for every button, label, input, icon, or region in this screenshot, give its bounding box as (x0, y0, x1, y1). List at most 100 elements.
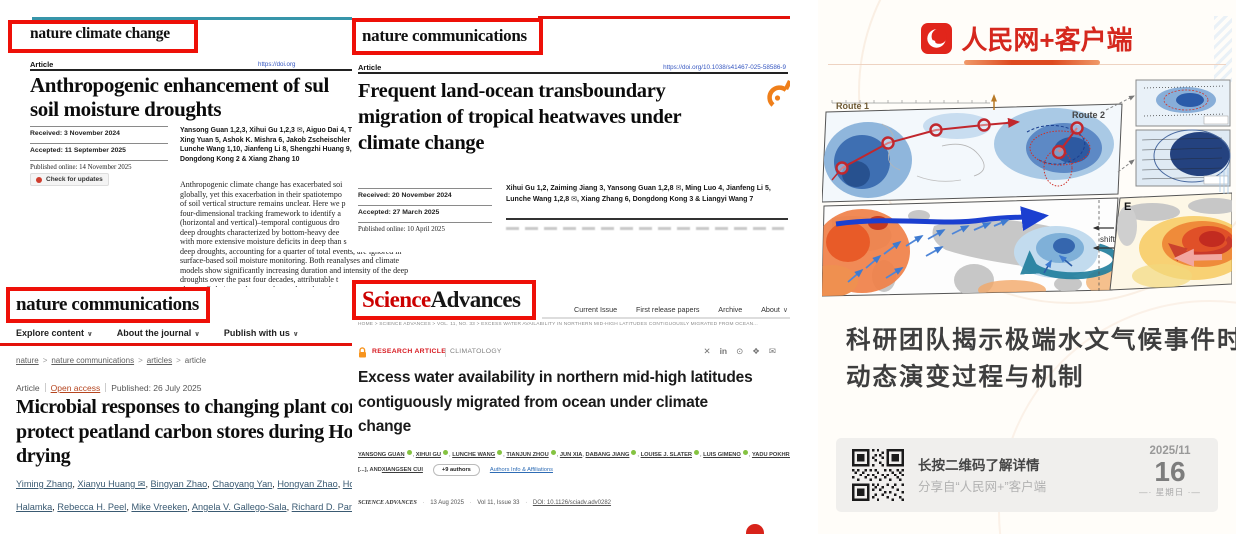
divider (44, 383, 46, 392)
nav-explore-content[interactable]: Explore content ∨ (16, 328, 93, 338)
rule (506, 218, 788, 220)
nav-archive[interactable]: Archive (718, 305, 743, 314)
orcid-icon (631, 450, 637, 455)
orcid-icon (742, 450, 748, 455)
route2-markers (1051, 121, 1084, 160)
doi-link[interactable]: https://doi.org/10.1038/s41467-025-58586… (663, 64, 786, 71)
open-access-link[interactable]: Open access (50, 383, 101, 393)
author-link[interactable]: Halamka (16, 502, 53, 512)
reddit-icon[interactable]: ⊙ (736, 346, 744, 356)
journal-logo-ncc: nature climate change (30, 25, 170, 42)
orcid-icon (550, 450, 556, 455)
e-panel-label: E (1124, 201, 1131, 213)
breadcrumb-ncomms[interactable]: nature communications (51, 356, 135, 365)
route1-label: Route 1 (836, 101, 869, 111)
check-updates-label: Check for updates (46, 176, 103, 183)
panel-nature-communications-page: nature communications Explore content ∨ A… (0, 287, 352, 534)
author-link[interactable]: Bingyan Zhao (150, 479, 208, 489)
author-link[interactable]: JUN XIA (559, 452, 583, 458)
nav-first-release[interactable]: First release papers (635, 305, 700, 314)
breadcrumb-articles[interactable]: articles (146, 356, 173, 365)
more-authors-button[interactable]: +9 authors (432, 464, 480, 476)
chevron-down-icon: ∨ (194, 331, 200, 338)
author-link[interactable]: Angela V. Gallego-Sala (191, 502, 287, 512)
qr-code (852, 449, 904, 501)
breadcrumb[interactable]: HOME > SCIENCE ADVANCES > VOL. 11, NO. 3… (358, 322, 758, 327)
author-link[interactable]: Richard D. Pancost (291, 502, 352, 512)
article-title-line: Frequent land-ocean transboundary (358, 80, 666, 102)
author-link[interactable]: Mike Vreeken (131, 502, 188, 512)
route2-label: Route 2 (1072, 110, 1105, 120)
author-line: Xing Yuan 5, Ashok K. Mishra 6, Jakob Zs… (180, 136, 351, 144)
divider (105, 383, 107, 392)
article-label: Article (358, 63, 382, 72)
author-link[interactable]: Chaoyang Yan (212, 479, 273, 489)
author-link[interactable]: Hongbi (342, 479, 352, 489)
sciadv-logo-science: Science (362, 287, 431, 312)
author-link[interactable]: Xianyu Huang ✉ (77, 479, 146, 489)
abstract-line: of soil vertical structure remains uncle… (180, 199, 346, 209)
date-year-month: 2025/11 (1149, 445, 1191, 457)
axis-ticks (831, 100, 990, 104)
app-name: 人民网+客户端 (961, 25, 1133, 55)
author-link[interactable]: Yiming Zhang (16, 479, 73, 489)
email-icon[interactable]: ✉ (768, 346, 776, 356)
accepted-date: Accepted: 27 March 2025 (358, 205, 492, 222)
abstract-line: surface-based soil moisture monitoring. … (180, 256, 400, 266)
check-for-updates-button[interactable]: Check for updates (30, 173, 109, 186)
blurred-text-line (506, 227, 784, 230)
chevron-down-icon: ∨ (87, 331, 93, 338)
accepted-date: Accepted: 11 September 2025 (30, 143, 168, 160)
meta-article: Article (16, 383, 40, 393)
linkedin-icon[interactable]: in (719, 346, 728, 356)
article-label: Article (30, 60, 54, 69)
rule (30, 69, 352, 71)
chevron-down-icon: ∨ (292, 331, 299, 338)
journal-accent-line (538, 16, 790, 19)
author-link[interactable]: LUNCHE WANG (452, 452, 496, 458)
breadcrumb-nature[interactable]: nature (16, 356, 39, 365)
orcid-icon (497, 450, 503, 455)
author-link[interactable]: YADU POKHREL (751, 452, 790, 458)
author-link[interactable]: XIANGSEN CUI (381, 467, 423, 473)
panel-peoples-daily-card: 人民网+客户端 (818, 0, 1236, 534)
nav-publish-with-us[interactable]: Publish with us ∨ (223, 328, 299, 338)
nav-about[interactable]: About ∨ (761, 305, 788, 314)
article-title-line: change (358, 418, 412, 435)
climate-figure-image: Route 1 Route 2 (822, 79, 1232, 297)
twitter-x-icon[interactable]: ✕ (703, 346, 711, 356)
author-link[interactable]: XIHUI GU (415, 452, 442, 458)
authors-info-link[interactable]: Authors Info & Affiliations (489, 467, 553, 473)
author-link[interactable]: LUIS GIMENO (703, 452, 741, 458)
citation-volume: Vol 11, Issue 33 (477, 500, 520, 506)
author-link[interactable]: Hongyan Zhao (277, 479, 338, 489)
author-link[interactable]: Rebecca H. Peel (57, 502, 127, 512)
nav-rule (0, 343, 352, 346)
shift-label: shift (1100, 235, 1115, 244)
breadcrumb: nature > nature communications > articles > ar… (16, 356, 207, 365)
share-icon[interactable]: ❖ (752, 346, 760, 356)
peoples-daily-logo-icon (921, 23, 953, 54)
abstract-line: four-dimensional tracking framework to i… (180, 208, 341, 218)
author-link[interactable]: TIANJUN ZHOU (506, 452, 549, 458)
citation-doi-link[interactable]: DOI: 10.1126/sciadv.adv0282 (532, 500, 612, 506)
app-header: 人民网+客户端 (818, 20, 1236, 57)
citation-date: 13 Aug 2025 (430, 500, 464, 506)
nav-current-issue[interactable]: Current Issue (574, 305, 618, 314)
author-link[interactable]: YANSONG GUAN (358, 452, 405, 458)
article-title-line: climate change (358, 132, 485, 154)
share-footer-card: 长按二维码了解详情 分享自“人民网+”客户端 2025/11 16 —· 星期日… (836, 438, 1218, 512)
floating-action-button[interactable] (746, 524, 764, 534)
doi-link[interactable]: https://doi.org (258, 61, 296, 68)
nav-about-journal[interactable]: About the journal ∨ (116, 328, 200, 338)
abstract-line: (horizontal and vertical)–temporal conti… (180, 218, 340, 228)
author-line: Yansong Guan 1,2,3, Xihui Gu 1,2,3 ✉, Ai… (180, 127, 353, 134)
abstract-line: droughts over the past four decades, att… (180, 275, 339, 285)
date-block: 2025/11 16 —· 星期日 ·— (1132, 445, 1208, 498)
author-link[interactable]: LOUISE J. SLATER (640, 452, 692, 458)
author-line: Lunche Wang 1,2,8 ✉, Xiang Zhang 6, Dong… (506, 195, 754, 203)
abstract-line: deep droughts, accounting for a quarter … (180, 246, 402, 256)
kicker-topic: CLIMATOLOGY (450, 348, 502, 355)
author-link[interactable]: DABANG JIANG (585, 452, 630, 458)
